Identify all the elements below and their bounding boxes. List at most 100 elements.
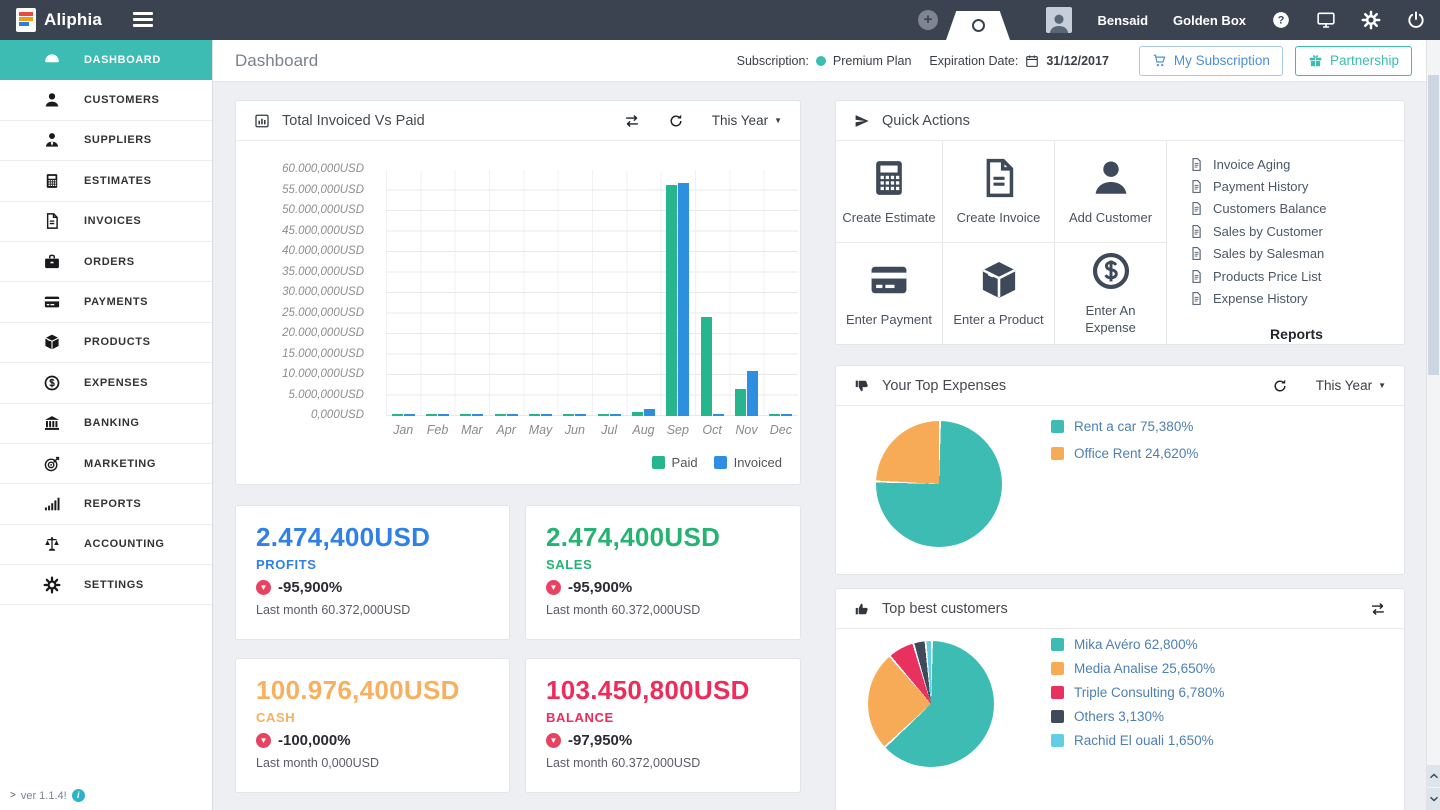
- bar-paid-jul: [597, 414, 609, 416]
- vertical-scrollbar[interactable]: [1426, 40, 1440, 810]
- avatar[interactable]: [1046, 7, 1073, 33]
- invoice-icon: [977, 156, 1021, 200]
- bar-paid-jun: [563, 414, 575, 416]
- sidebar: DASHBOARD CUSTOMERS SUPPLIERS ESTIMATES …: [0, 40, 213, 810]
- report-doc-icon: [1189, 291, 1204, 306]
- quick-actions-panel: Quick Actions Create Estimate Create Inv…: [835, 100, 1405, 345]
- report-link-invoice-aging[interactable]: Invoice Aging: [1189, 153, 1404, 175]
- info-icon[interactable]: i: [71, 789, 85, 802]
- bar-invoiced-aug: [644, 409, 655, 416]
- my-subscription-button[interactable]: My Subscription: [1138, 45, 1283, 76]
- status-dot-icon: [815, 55, 826, 66]
- sidebar-item-customers[interactable]: CUSTOMERS: [0, 80, 212, 121]
- quick-action-enter-payment[interactable]: Enter Payment: [836, 242, 943, 344]
- month-label: Dec: [769, 423, 792, 437]
- report-link-customers-balance[interactable]: Customers Balance: [1189, 198, 1404, 220]
- prompt-icon: >: [10, 790, 16, 801]
- stat-change: ▼ -97,950%: [546, 732, 780, 749]
- swap-icon[interactable]: [1370, 601, 1386, 617]
- user-name[interactable]: Bensaid: [1097, 12, 1149, 28]
- period-dropdown[interactable]: This Year ▼: [1315, 378, 1386, 393]
- report-link-expense-history[interactable]: Expense History: [1189, 287, 1404, 309]
- sidebar-item-accounting[interactable]: ACCOUNTING: [0, 524, 212, 566]
- partnership-button[interactable]: Partnership: [1294, 45, 1412, 76]
- scales-icon: [42, 535, 62, 553]
- legend-item-rent-a-car: Rent a car 75,380%: [1051, 419, 1198, 434]
- calculator-icon: [42, 172, 62, 190]
- credit-card-icon: [42, 293, 62, 311]
- month-label: Nov: [735, 423, 758, 437]
- chevron-down-icon: ▼: [1378, 381, 1386, 390]
- panel-title: Top best customers: [882, 600, 1008, 617]
- scroll-down-icon[interactable]: [1427, 788, 1440, 810]
- stat-cards: 2.474,400USD PROFITS ▼ -95,900% Last mont…: [235, 505, 801, 793]
- quick-action-add-customer[interactable]: Add Customer: [1055, 141, 1167, 243]
- scroll-up-icon[interactable]: [1427, 765, 1440, 787]
- sidebar-item-orders[interactable]: ORDERS: [0, 241, 212, 283]
- panel-title: Quick Actions: [882, 112, 970, 129]
- reports-list: Invoice Aging Payment History Customers Ba…: [1167, 141, 1404, 344]
- bar-invoiced-dec: [781, 414, 793, 416]
- sidebar-item-dashboard[interactable]: DASHBOARD: [0, 40, 212, 81]
- report-doc-icon: [1189, 157, 1204, 172]
- stat-change: ▼ -100,000%: [256, 732, 489, 749]
- sidebar-item-settings[interactable]: SETTINGS: [0, 565, 212, 606]
- period-dropdown[interactable]: This Year ▼: [711, 113, 782, 128]
- refresh-icon[interactable]: [1272, 378, 1288, 394]
- box-icon: [977, 258, 1021, 302]
- calendar-icon: [1025, 54, 1039, 68]
- bar-paid-dec: [769, 414, 781, 416]
- sidebar-item-products[interactable]: PRODUCTS: [0, 322, 212, 364]
- customers-icon: [1089, 156, 1133, 200]
- refresh-icon[interactable]: [668, 113, 684, 129]
- power-icon[interactable]: [1406, 10, 1426, 30]
- help-icon[interactable]: ?: [1271, 10, 1291, 30]
- quick-action-create-estimate[interactable]: Create Estimate: [836, 141, 943, 243]
- settings-gear-icon[interactable]: [1361, 10, 1381, 30]
- sidebar-item-marketing[interactable]: MARKETING: [0, 443, 212, 485]
- report-link-products-price-list[interactable]: Products Price List: [1189, 265, 1404, 287]
- scrollbar-thumb[interactable]: [1428, 75, 1439, 375]
- new-tab-plus-icon[interactable]: +: [918, 10, 938, 30]
- month-label: Aug: [632, 423, 655, 437]
- sidebar-item-estimates[interactable]: ESTIMATES: [0, 161, 212, 202]
- month-label: Jun: [564, 423, 585, 437]
- report-link-payment-history[interactable]: Payment History: [1189, 175, 1404, 197]
- bar-paid-mar: [460, 414, 472, 416]
- sidebar-item-expenses[interactable]: EXPENSES: [0, 363, 212, 404]
- company-name[interactable]: Golden Box: [1173, 12, 1246, 28]
- sidebar-item-reports[interactable]: REPORTS: [0, 484, 212, 525]
- report-doc-icon: [1189, 201, 1204, 216]
- swap-icon[interactable]: [624, 113, 640, 129]
- sidebar-item-suppliers[interactable]: SUPPLIERS: [0, 120, 212, 162]
- monitor-icon[interactable]: [1316, 10, 1336, 30]
- report-link-sales-by-customer[interactable]: Sales by Customer: [1189, 220, 1404, 242]
- tab-circle-icon: [971, 19, 985, 32]
- stat-card-profits: 2.474,400USD PROFITS ▼ -95,900% Last mont…: [235, 505, 510, 640]
- brand-name: Aliphia: [44, 10, 103, 29]
- sidebar-item-banking[interactable]: BANKING: [0, 403, 212, 444]
- gift-icon: [1308, 53, 1323, 68]
- bar-invoiced-jul: [609, 414, 621, 416]
- bar-invoiced-apr: [506, 414, 518, 416]
- stat-label: BALANCE: [546, 710, 614, 725]
- expenses-legend: Rent a car 75,380% Office Rent 24,620%: [1051, 419, 1198, 461]
- version-label: > ver 1.1.4! i: [10, 789, 85, 802]
- dashboard-icon: [42, 51, 62, 69]
- report-doc-icon: [1189, 246, 1204, 261]
- top-customers-panel: Top best customers Mika Avéro 62,800% Med…: [835, 588, 1405, 810]
- chart-box-icon: [254, 113, 270, 129]
- hamburger-menu-icon[interactable]: [133, 12, 153, 28]
- quick-action-enter-an-expense[interactable]: Enter An Expense: [1055, 242, 1167, 344]
- month-label: May: [528, 423, 553, 437]
- sidebar-item-invoices[interactable]: INVOICES: [0, 201, 212, 242]
- browser-tab[interactable]: [946, 11, 1010, 40]
- stat-change: ▼ -95,900%: [256, 579, 489, 596]
- legend-item-office-rent: Office Rent 24,620%: [1051, 446, 1198, 461]
- bar-chart-plot: [386, 170, 798, 416]
- quick-action-create-invoice[interactable]: Create Invoice: [943, 141, 1055, 243]
- quick-action-enter-a-product[interactable]: Enter a Product: [943, 242, 1055, 344]
- report-link-sales-by-salesman[interactable]: Sales by Salesman: [1189, 243, 1404, 265]
- invoiced-vs-paid-panel: Total Invoiced Vs Paid This Year ▼ 60.000…: [235, 100, 801, 485]
- sidebar-item-payments[interactable]: PAYMENTS: [0, 282, 212, 323]
